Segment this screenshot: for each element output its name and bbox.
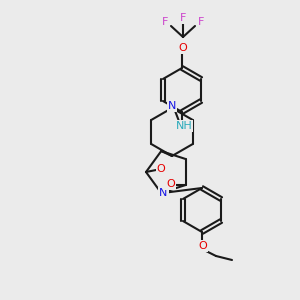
Text: N: N: [159, 188, 167, 198]
Text: NH: NH: [176, 121, 192, 131]
Text: O: O: [157, 164, 165, 174]
Text: F: F: [180, 13, 186, 23]
Text: F: F: [198, 17, 204, 27]
Text: N: N: [168, 101, 176, 111]
Text: O: O: [199, 241, 207, 251]
Text: O: O: [167, 179, 175, 189]
Text: O: O: [178, 43, 188, 53]
Text: F: F: [162, 17, 168, 27]
